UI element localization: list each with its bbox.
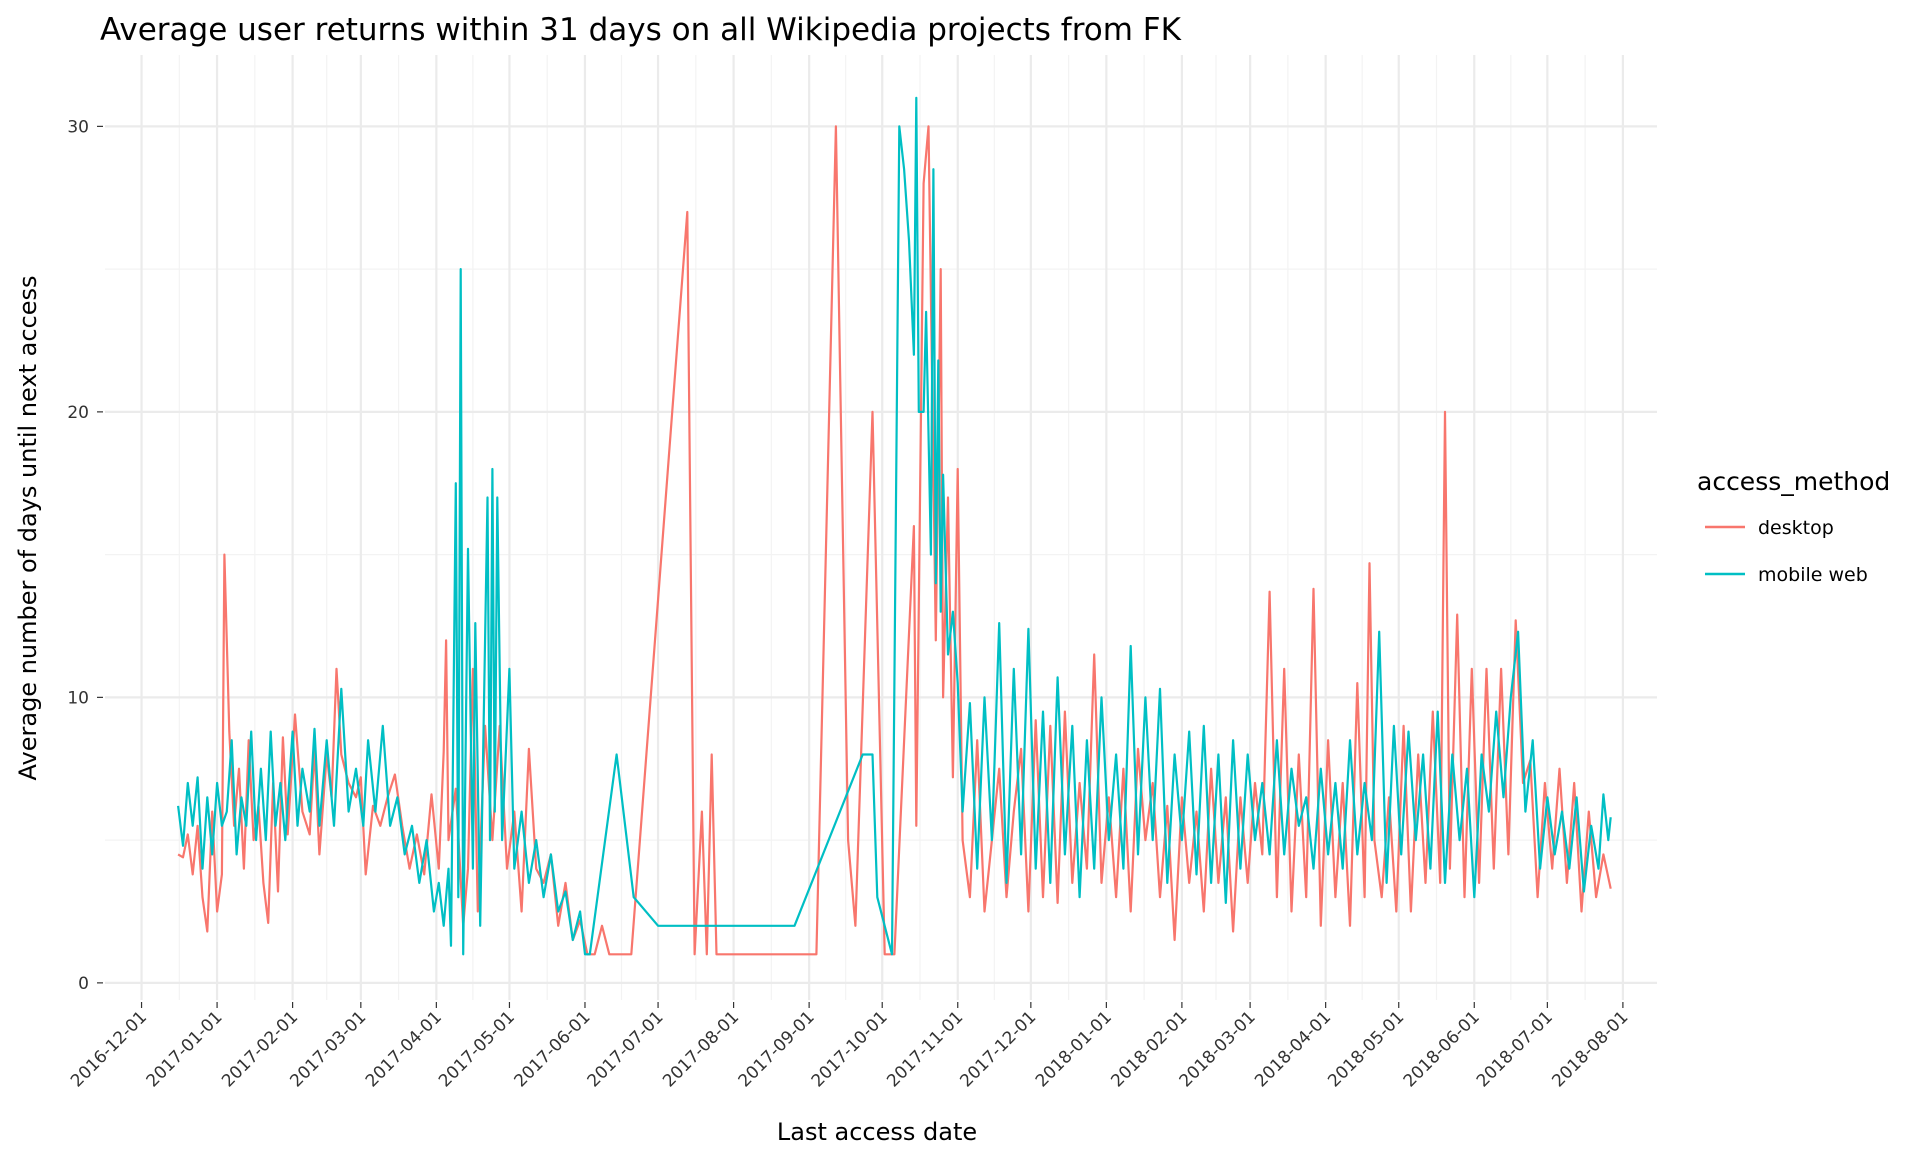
x-tick-label: 2016-12-01 (67, 1007, 151, 1091)
legend-label-desktop: desktop (1758, 517, 1834, 539)
x-tick-label: 2017-11-01 (883, 1007, 967, 1091)
x-tick-label: 2017-07-01 (584, 1007, 668, 1091)
x-tick-label: 2018-08-01 (1548, 1007, 1632, 1091)
x-tick-label: 2017-05-01 (435, 1007, 519, 1091)
x-tick-label: 2017-10-01 (808, 1007, 892, 1091)
x-tick-label: 2017-01-01 (143, 1007, 227, 1091)
y-tick-label: 30 (67, 117, 89, 137)
legend-label-mobile-web: mobile web (1758, 564, 1868, 586)
y-axis-title: Average number of days until next access (14, 276, 42, 781)
x-tick-label: 2017-12-01 (956, 1007, 1040, 1091)
plot-series (177, 96, 1612, 956)
series-line-mobile-web (177, 96, 1612, 956)
legend: access_method desktop mobile web (1697, 467, 1890, 586)
x-axis-title: Last access date (777, 1118, 977, 1146)
x-tick-label: 2018-01-01 (1032, 1007, 1116, 1091)
x-tick-label: 2017-04-01 (362, 1007, 446, 1091)
x-tick-label: 2017-08-01 (659, 1007, 743, 1091)
x-tick-label: 2017-06-01 (511, 1007, 595, 1091)
y-tick-label: 0 (78, 974, 89, 994)
x-tick-label: 2017-09-01 (735, 1007, 819, 1091)
y-axis: 0 10 20 30 (67, 117, 103, 994)
x-axis: 2016-12-012017-01-012017-02-012017-03-01… (67, 1002, 1632, 1091)
x-tick-label: 2018-04-01 (1251, 1007, 1335, 1091)
y-tick-label: 20 (67, 403, 89, 423)
legend-title: access_method (1697, 467, 1890, 496)
chart-title: Average user returns within 31 days on a… (100, 12, 1181, 48)
x-tick-label: 2018-06-01 (1400, 1007, 1484, 1091)
series-line-desktop (177, 125, 1612, 956)
x-tick-label: 2018-05-01 (1324, 1007, 1408, 1091)
x-tick-label: 2018-07-01 (1473, 1007, 1557, 1091)
y-tick-label: 10 (67, 688, 89, 708)
